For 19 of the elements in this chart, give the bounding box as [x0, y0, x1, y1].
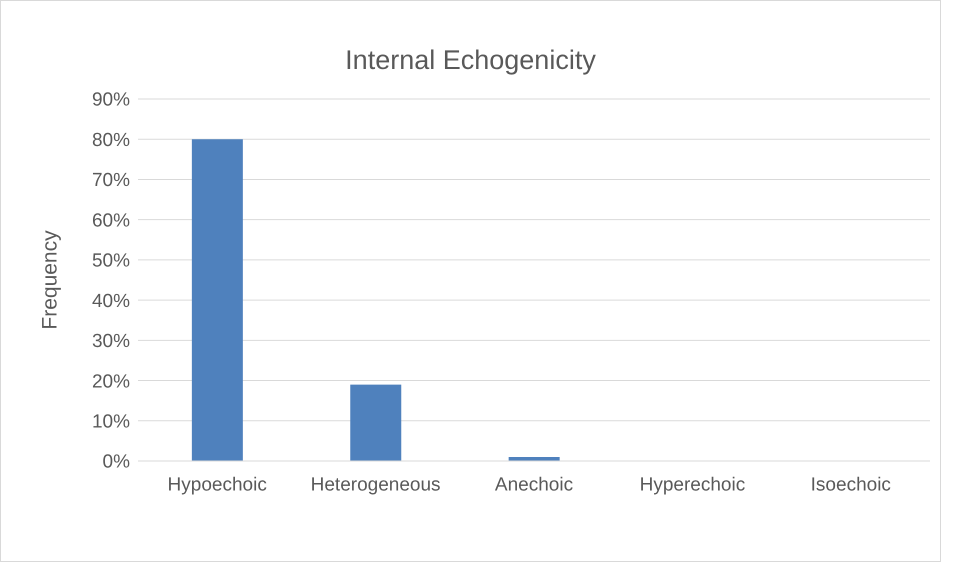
x-tick-label: Hypoechoic	[168, 474, 267, 496]
x-tick-label: Anechoic	[494, 474, 574, 496]
chart-title: Internal Echogenicity	[344, 45, 597, 76]
y-tick-label: 80%	[92, 130, 130, 151]
y-tick-label: 50%	[92, 250, 130, 272]
y-tick-label: 10%	[92, 412, 130, 433]
x-tick-label: Heterogeneous	[310, 474, 441, 496]
y-tick-label: 0%	[102, 452, 130, 473]
y-tick-label: 20%	[92, 371, 130, 392]
bar	[350, 384, 402, 461]
x-tick-label: Isoechoic	[810, 474, 891, 496]
y-tick-label: 70%	[92, 170, 130, 192]
y-tick-label: 40%	[92, 290, 130, 312]
y-tick-label: 60%	[92, 210, 130, 232]
bar	[192, 139, 243, 461]
x-tick-label: Hyperechoic	[640, 474, 746, 496]
y-tick-label: 90%	[92, 90, 130, 111]
y-tick-label: 30%	[92, 331, 130, 352]
y-axis-title: Frequency	[38, 230, 62, 330]
